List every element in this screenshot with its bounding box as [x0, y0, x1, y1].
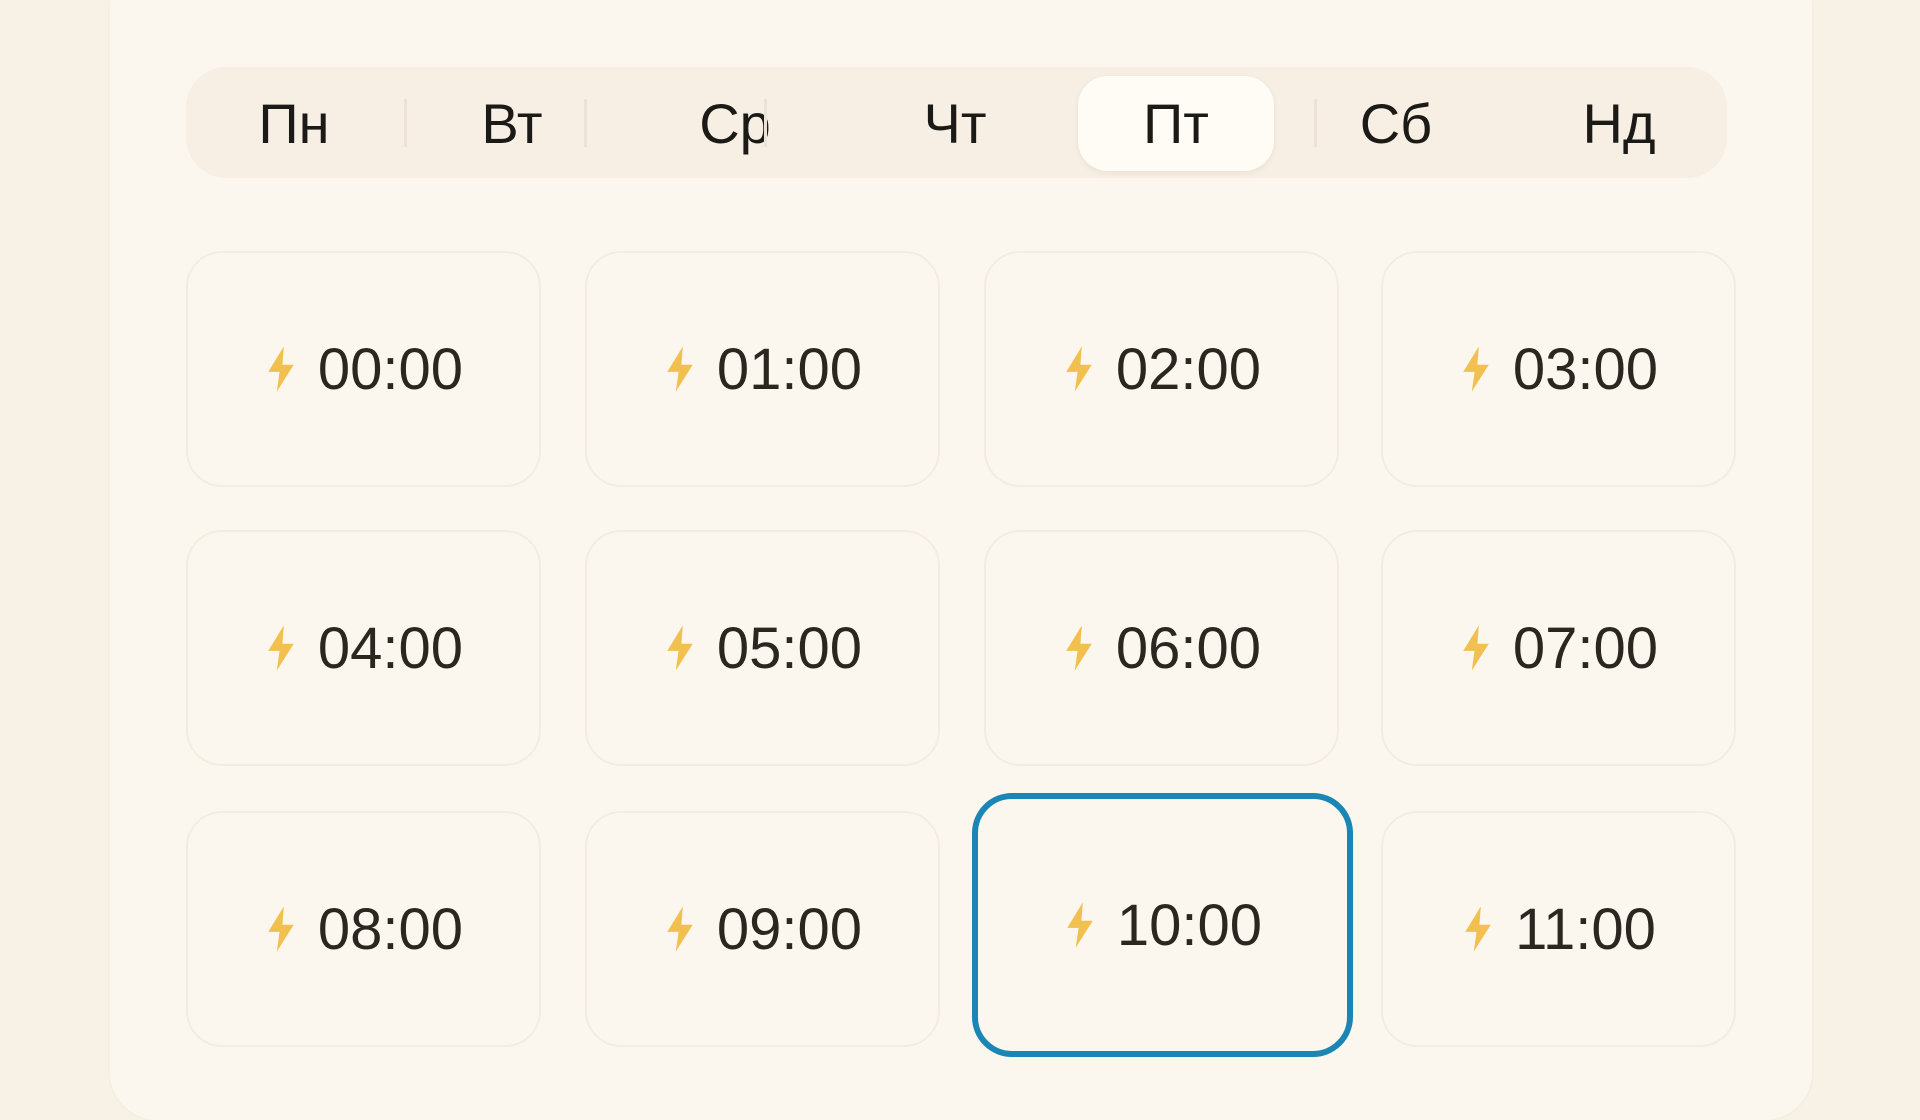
lightning-icon [268, 906, 294, 952]
lightning-icon [1066, 625, 1092, 671]
day-tab-2[interactable]: Ср [699, 92, 771, 155]
time-slot[interactable]: 07:00 [1381, 530, 1736, 766]
lightning-icon [1067, 902, 1093, 948]
lightning-icon [667, 625, 693, 671]
lightning-icon [667, 906, 693, 952]
time-label: 06:00 [1115, 615, 1262, 681]
day-divider [404, 99, 407, 147]
lightning-icon [268, 625, 294, 671]
time-label: 07:00 [1512, 615, 1659, 681]
day-tab-6[interactable]: Нд [1582, 92, 1656, 155]
time-label: 08:00 [317, 896, 464, 962]
time-slot[interactable]: 03:00 [1381, 251, 1736, 487]
time-slot[interactable]: 04:00 [186, 530, 541, 766]
time-slot[interactable]: 00:00 [186, 251, 541, 487]
time-slot[interactable]: 08:00 [186, 811, 541, 1047]
lightning-icon [1463, 346, 1489, 392]
day-tab-5[interactable]: Сб [1359, 92, 1433, 155]
day-divider [764, 99, 767, 147]
lightning-icon [1066, 346, 1092, 392]
day-tab-3[interactable]: Чт [923, 92, 987, 155]
lightning-icon [1465, 906, 1491, 952]
lightning-icon [1463, 625, 1489, 671]
lightning-icon [268, 346, 294, 392]
time-slot[interactable]: 02:00 [984, 251, 1339, 487]
time-label: 09:00 [716, 896, 863, 962]
time-label: 00:00 [317, 336, 464, 402]
time-label: 03:00 [1512, 336, 1659, 402]
time-label: 01:00 [716, 336, 863, 402]
day-tab-1[interactable]: Вт [481, 92, 543, 155]
day-tab-4[interactable]: Пт [1078, 76, 1274, 171]
time-label: 04:00 [317, 615, 464, 681]
time-slot[interactable]: 01:00 [585, 251, 940, 487]
lightning-icon [667, 346, 693, 392]
time-slot[interactable]: 11:00 [1381, 811, 1736, 1047]
time-label: 10:00 [1116, 892, 1263, 958]
day-selector: Пн Вт Ср Чт Пт Сб Нд [186, 67, 1727, 178]
time-slot[interactable]: 06:00 [984, 530, 1339, 766]
time-label: 05:00 [716, 615, 863, 681]
time-slot[interactable]: 10:00 [972, 793, 1353, 1057]
day-tab-0[interactable]: Пн [258, 92, 330, 155]
time-slot[interactable]: 09:00 [585, 811, 940, 1047]
time-label: 11:00 [1515, 896, 1656, 962]
day-divider [1314, 99, 1317, 147]
time-slot[interactable]: 05:00 [585, 530, 940, 766]
day-divider [584, 99, 587, 147]
time-label: 02:00 [1115, 336, 1262, 402]
